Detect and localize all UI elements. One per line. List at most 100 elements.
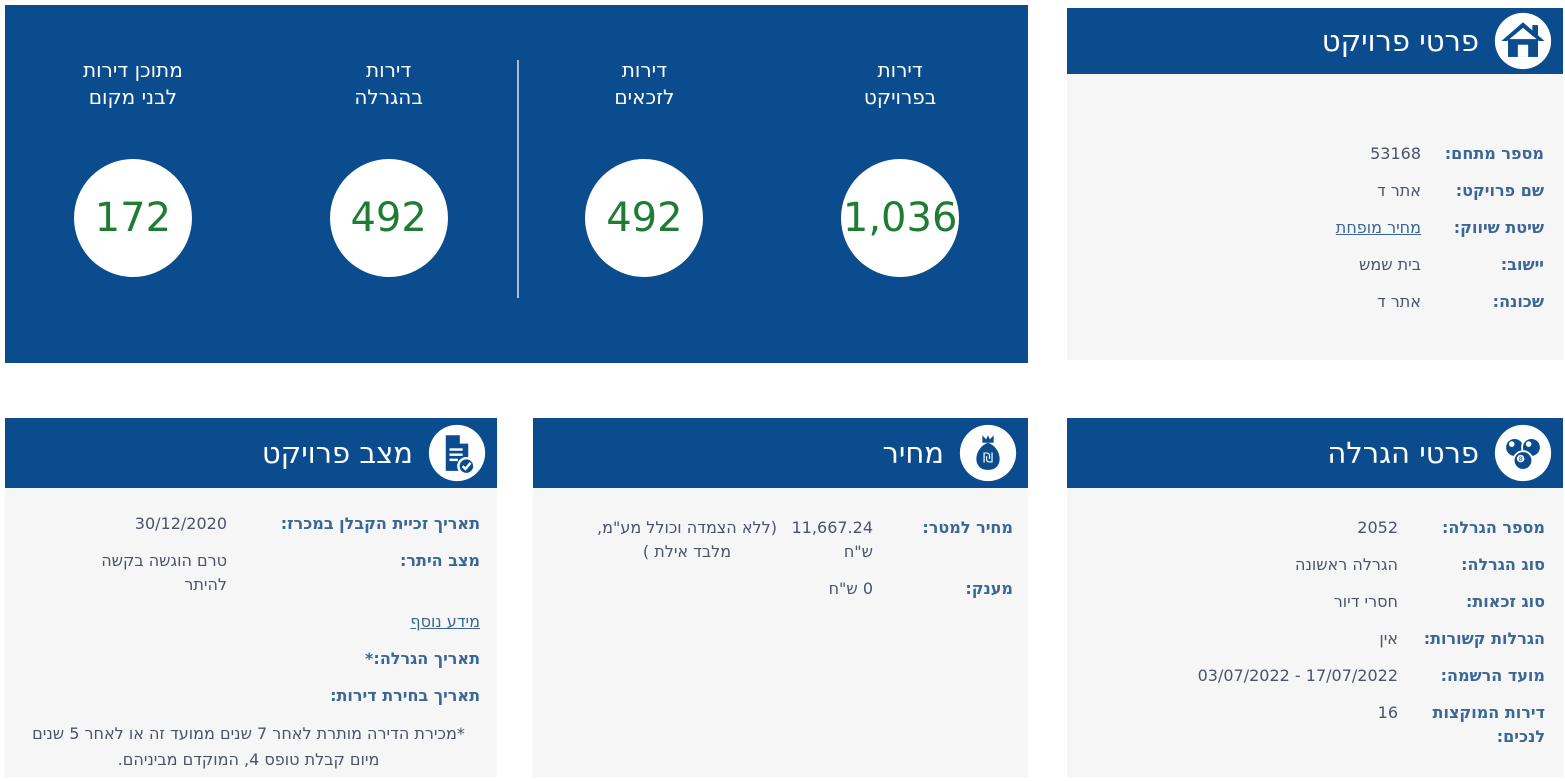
lottery-card-body: מספר הגרלה: 2052 סוג הגרלה: הגרלה ראשונה… — [1067, 488, 1563, 777]
field-label: שיטת שיווק: — [1453, 218, 1544, 237]
stats-panel: דירות בפרויקט 1,036 דירות לזכאים 492 דיר… — [5, 5, 1028, 363]
field-row: מחיר למטר: 11,667.24 ש"ח (ללא הצמדה וכול… — [553, 516, 1013, 564]
field-row: שם פרויקט: אתר ד — [1087, 179, 1544, 203]
stat-value: 492 — [350, 195, 427, 241]
field-label: מענק: — [965, 579, 1013, 598]
lottery-details-card: 8 פרטי הגרלה מספר הגרלה: 2052 סוג הגרלה:… — [1067, 418, 1563, 777]
money-bag-icon: ₪ — [959, 424, 1017, 482]
field-label: מספר מתחם: — [1444, 144, 1544, 163]
field-row: מספר הגרלה: 2052 — [1087, 516, 1545, 540]
field-label: מחיר למטר: — [922, 518, 1013, 537]
field-label: סוג הגרלה: — [1461, 555, 1545, 574]
field-row: תאריך זכיית הקבלן במכרז: 30/12/2020 — [17, 512, 480, 536]
project-status-card: מצב פרויקט תאריך זכיית הקבלן במכרז: 30/1… — [5, 418, 497, 777]
stat-label-line: לזכאים — [614, 85, 675, 109]
field-value: בית שמש — [1359, 255, 1421, 274]
field-value: 30/12/2020 — [134, 514, 227, 533]
field-row: מצב היתר: טרם הוגשה בקשה להיתר — [17, 549, 480, 597]
stat-value: 1,036 — [842, 195, 958, 241]
stat-label: דירות בפרויקט — [864, 57, 936, 115]
home-icon — [1494, 12, 1552, 70]
project-card-header: פרטי פרויקט — [1067, 8, 1563, 74]
price-note: (ללא הצמדה וכולל מע"מ, מלבד אילת ) — [597, 518, 777, 561]
lottery-balls-icon: 8 — [1494, 424, 1552, 482]
stat-circle: 492 — [329, 159, 448, 277]
stats-divider — [516, 60, 519, 298]
field-label: מצב היתר: — [399, 551, 480, 570]
card-title: פרטי פרויקט — [1321, 24, 1479, 58]
field-value — [97, 647, 227, 671]
price-card-header: ₪ מחיר — [533, 418, 1028, 488]
field-row: יישוב: בית שמש — [1087, 253, 1544, 277]
field-row: הגרלות קשורות: אין — [1087, 627, 1545, 651]
field-row: שכונה: אתר ד — [1087, 290, 1544, 314]
field-label: שכונה: — [1492, 292, 1544, 311]
field-value: 53168 — [1370, 144, 1421, 163]
field-value: מחיר מופחת — [1087, 216, 1421, 240]
document-check-icon — [428, 424, 486, 482]
stat-circle: 172 — [73, 159, 192, 277]
stat-label-line: דירות — [621, 58, 668, 82]
field-value: טרם הוגשה בקשה להיתר — [101, 551, 227, 594]
stat-label-line: דירות — [877, 58, 923, 82]
field-value: חסרי דיור — [1333, 592, 1398, 611]
field-row: תאריך בחירת דירות: — [17, 684, 480, 708]
project-card-body: מספר מתחם: 53168 שם פרויקט: אתר ד שיטת ש… — [1067, 74, 1563, 360]
stat-value: 492 — [606, 195, 683, 241]
field-label: דירות המוקצות לנכים: — [1432, 703, 1545, 746]
stat-item: מתוכן דירות לבני מקום 172 — [5, 5, 261, 363]
field-row: סוג זכאות: חסרי דיור — [1087, 590, 1545, 614]
stat-label: דירות בהגרלה — [354, 57, 423, 115]
stat-label-line: בפרויקט — [863, 85, 937, 109]
footnote: *מכירת הדירה מותרת לאחר 7 שנים ממועד זה … — [32, 724, 465, 769]
price-card-body: מחיר למטר: 11,667.24 ש"ח (ללא הצמדה וכול… — [533, 488, 1028, 777]
field-value: אתר ד — [1376, 181, 1421, 200]
card-title: מחיר — [882, 436, 945, 470]
status-card-header: מצב פרויקט — [5, 418, 497, 488]
lottery-card-header: 8 פרטי הגרלה — [1067, 418, 1563, 488]
field-row: סוג הגרלה: הגרלה ראשונה — [1087, 553, 1545, 577]
field-value: 17/07/2022 - 03/07/2022 — [1197, 666, 1398, 685]
stat-label: מתוכן דירות לבני מקום — [83, 57, 183, 115]
project-details-card: פרטי פרויקט מספר מתחם: 53168 שם פרויקט: … — [1067, 8, 1563, 360]
stat-label-line: מתוכן דירות — [82, 58, 183, 82]
field-row: תאריך הגרלה:* — [17, 647, 480, 671]
field-value: 16 — [1377, 703, 1398, 722]
field-value: 2052 — [1357, 518, 1398, 537]
field-value — [97, 684, 227, 708]
field-row: דירות המוקצות לנכים: 16 — [1087, 701, 1545, 749]
status-card-body: תאריך זכיית הקבלן במכרז: 30/12/2020 מצב … — [5, 488, 497, 777]
field-label: תאריך בחירת דירות: — [330, 686, 480, 705]
stat-item: דירות בהגרלה 492 — [261, 5, 517, 363]
marketing-method-link[interactable]: מחיר מופחת — [1335, 218, 1421, 237]
field-row: מענק: 0 ש"ח — [553, 577, 1013, 601]
field-label: סוג זכאות: — [1465, 592, 1545, 611]
more-info-link[interactable]: מידע נוסף — [410, 612, 480, 631]
field-value: אתר ד — [1376, 292, 1421, 311]
field-label: יישוב: — [1500, 255, 1544, 274]
price-note — [553, 577, 781, 601]
field-label: הגרלות קשורות: — [1423, 629, 1545, 648]
field-label: שם פרויקט: — [1455, 181, 1544, 200]
stat-circle: 1,036 — [841, 159, 960, 277]
field-value: אין — [1379, 629, 1398, 648]
stat-label-line: לבני מקום — [88, 85, 177, 109]
field-row: מספר מתחם: 53168 — [1087, 142, 1544, 166]
field-label: תאריך זכיית הקבלן במכרז: — [280, 514, 480, 533]
stat-circle: 492 — [585, 159, 704, 277]
field-row: שיטת שיווק: מחיר מופחת — [1087, 216, 1544, 240]
field-row: מועד הרשמה: 17/07/2022 - 03/07/2022 — [1087, 664, 1545, 688]
link-row: מידע נוסף — [17, 610, 480, 634]
stat-label-line: בהגרלה — [354, 85, 423, 109]
card-title: פרטי הגרלה — [1327, 436, 1479, 470]
card-title: מצב פרויקט — [261, 436, 413, 470]
stat-label: דירות לזכאים — [614, 57, 674, 115]
field-label: מספר הגרלה: — [1441, 518, 1545, 537]
field-value: 0 ש"ח — [828, 579, 873, 598]
field-label: מועד הרשמה: — [1440, 666, 1545, 685]
field-value: הגרלה ראשונה — [1295, 555, 1398, 574]
svg-text:₪: ₪ — [983, 451, 993, 466]
field-label: תאריך הגרלה:* — [365, 649, 480, 668]
stat-value: 172 — [94, 195, 172, 241]
stat-item: דירות לזכאים 492 — [517, 5, 773, 363]
